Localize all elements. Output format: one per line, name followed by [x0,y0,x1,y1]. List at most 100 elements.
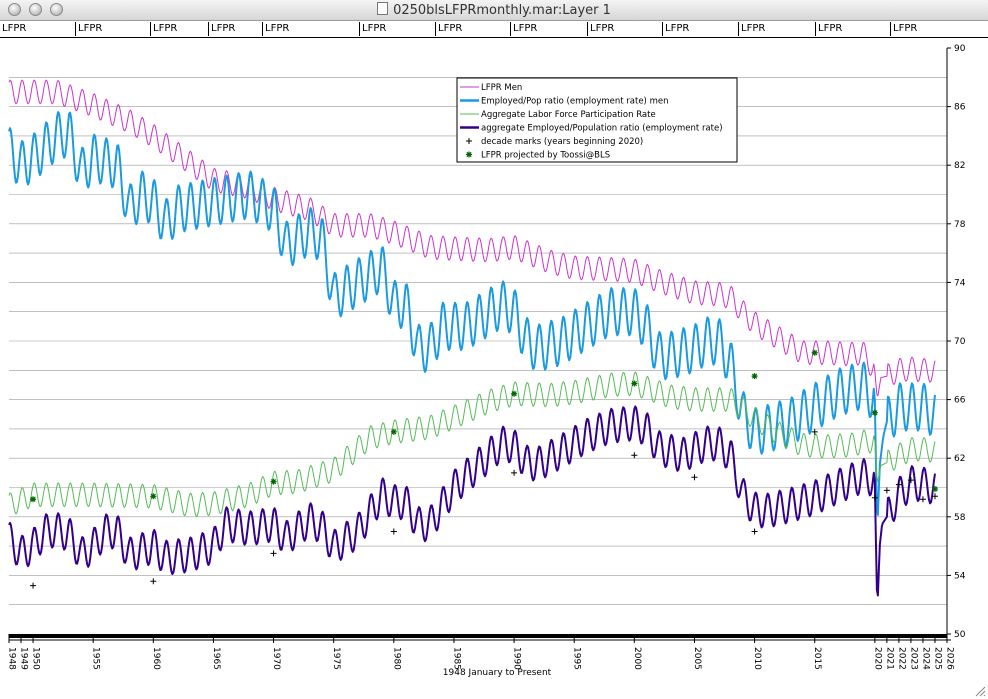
column-label[interactable]: LFPR [738,22,765,36]
x-tick-label: 2023 [908,647,918,670]
decade-mark [631,452,638,459]
decade-mark [30,582,37,589]
legend-marker-plus-icon [466,138,472,144]
column-label[interactable]: LFPR [662,22,689,36]
projection-mark [150,493,157,500]
legend-label: Employed/Pop ratio (employment rate) men [481,97,668,107]
column-label[interactable]: LFPR [435,22,462,36]
x-tick-label: 2022 [896,647,906,670]
x-tick-label: 2015 [812,647,822,670]
x-tick-label: 2024 [920,647,930,670]
column-label[interactable]: LFPR [815,22,842,36]
column-header-bar: LFPR LFPR LFPR LFPR LFPR LFPR LFPR LFPR … [0,21,988,38]
column-label[interactable]: LFPR [75,22,102,36]
legend-label: aggregate Employed/Population ratio (emp… [481,124,723,134]
chart-axes: 50 54 58 62 66 70 74 78 82 86 90 1948 1949 1950 1955 19… [7,44,966,670]
column-label[interactable]: LFPR [359,22,386,36]
decade-mark [150,578,157,585]
column-label[interactable]: LFPR [510,22,537,36]
x-tick-label: 1985 [451,647,461,670]
x-tick-label: 2025 [932,647,942,670]
decade-mark [811,428,818,435]
legend-label: LFPR Men [481,83,522,93]
y-tick-label: 86 [954,103,966,113]
x-tick-label: 2026 [945,647,955,670]
decade-mark [907,477,914,484]
decade-mark [931,493,938,500]
y-tick-label: 74 [954,278,966,288]
y-tick-label: 70 [954,337,966,347]
x-axis-label: 1948 January to Present [443,668,552,678]
decade-mark [390,528,397,535]
series-line-men-lfpr [8,79,936,397]
x-axis-band [9,634,947,638]
chart-series [8,79,938,597]
column-label[interactable]: LFPR [150,22,177,36]
projection-mark [511,390,518,397]
chart-legend: LFPR Men Employed/Pop ratio (employment r… [456,77,738,163]
y-tick-label: 62 [954,454,965,464]
column-label[interactable]: LFPR [2,23,27,34]
column-label[interactable]: LFPR [208,22,235,36]
projection-mark [30,496,37,503]
decade-mark [270,550,277,557]
x-tick-label: 2021 [884,647,894,670]
legend-label: decade marks (years beginning 2020) [481,137,643,147]
decade-mark [883,487,890,494]
legend-box [456,77,738,163]
close-button[interactable] [8,3,21,16]
series-line-men-epop [8,111,936,516]
document-icon [377,2,389,15]
y-tick-label: 90 [954,44,966,54]
y-tick-label: 66 [954,396,966,406]
title-bar[interactable]: 0250blsLFPRmonthly.mar:Layer 1 [0,0,988,21]
zoom-button[interactable] [50,3,63,16]
x-tick-label: 2000 [632,647,642,670]
projection-mark [631,380,638,387]
column-label[interactable]: LFPR [587,22,614,36]
projection-mark [871,409,878,416]
projection-mark [811,349,818,356]
y-tick-label: 82 [954,161,965,171]
resize-grip-icon[interactable] [974,685,986,697]
x-tick-label: 2020 [872,647,882,670]
decade-mark [691,474,698,481]
series-line-agg-epop [8,405,936,597]
x-tick-label: 1995 [572,647,582,670]
x-tick-label: 2005 [692,647,702,670]
decade-mark [751,528,758,535]
y-tick-label: 78 [954,220,966,230]
x-tick-label: 2010 [752,647,762,670]
x-tick-label: 1955 [91,647,101,670]
projection-mark [931,485,938,492]
x-tick-label: 1965 [211,647,221,670]
projection-mark [390,428,397,435]
y-tick-label: 58 [954,513,966,523]
decade-mark [919,496,926,503]
x-tick-label: 1975 [331,647,341,670]
series-line-agg-lfpr [8,371,936,517]
legend-label: LFPR projected by Toossi@BLS [481,151,610,161]
projection-mark [270,478,277,485]
x-tick-label: 1970 [271,647,281,670]
x-tick-label: 1990 [512,647,522,670]
y-tick-label: 54 [954,571,966,581]
column-label[interactable]: LFPR [262,22,289,36]
decade-mark [895,481,902,488]
x-tick-label: 1948 [7,647,17,670]
x-tick-label: 1949 [19,647,29,670]
decade-mark [871,494,878,501]
window-title: 0250blsLFPRmonthly.mar:Layer 1 [0,2,988,18]
column-label[interactable]: LFPR [890,22,917,36]
minimize-button[interactable] [29,3,42,16]
y-tick-label: 50 [954,630,966,640]
legend-marker-star-icon [466,151,472,158]
chart-plot: 50 54 58 62 66 70 74 78 82 86 90 1948 1949 1950 1955 19… [7,44,966,678]
x-tick-label: 1950 [31,647,41,670]
x-tick-label: 1980 [391,647,401,670]
decade-mark [511,469,518,476]
legend-label: Aggregate Labor Force Participation Rate [481,110,656,120]
projection-mark [751,373,758,380]
x-tick-label: 1960 [151,647,161,670]
